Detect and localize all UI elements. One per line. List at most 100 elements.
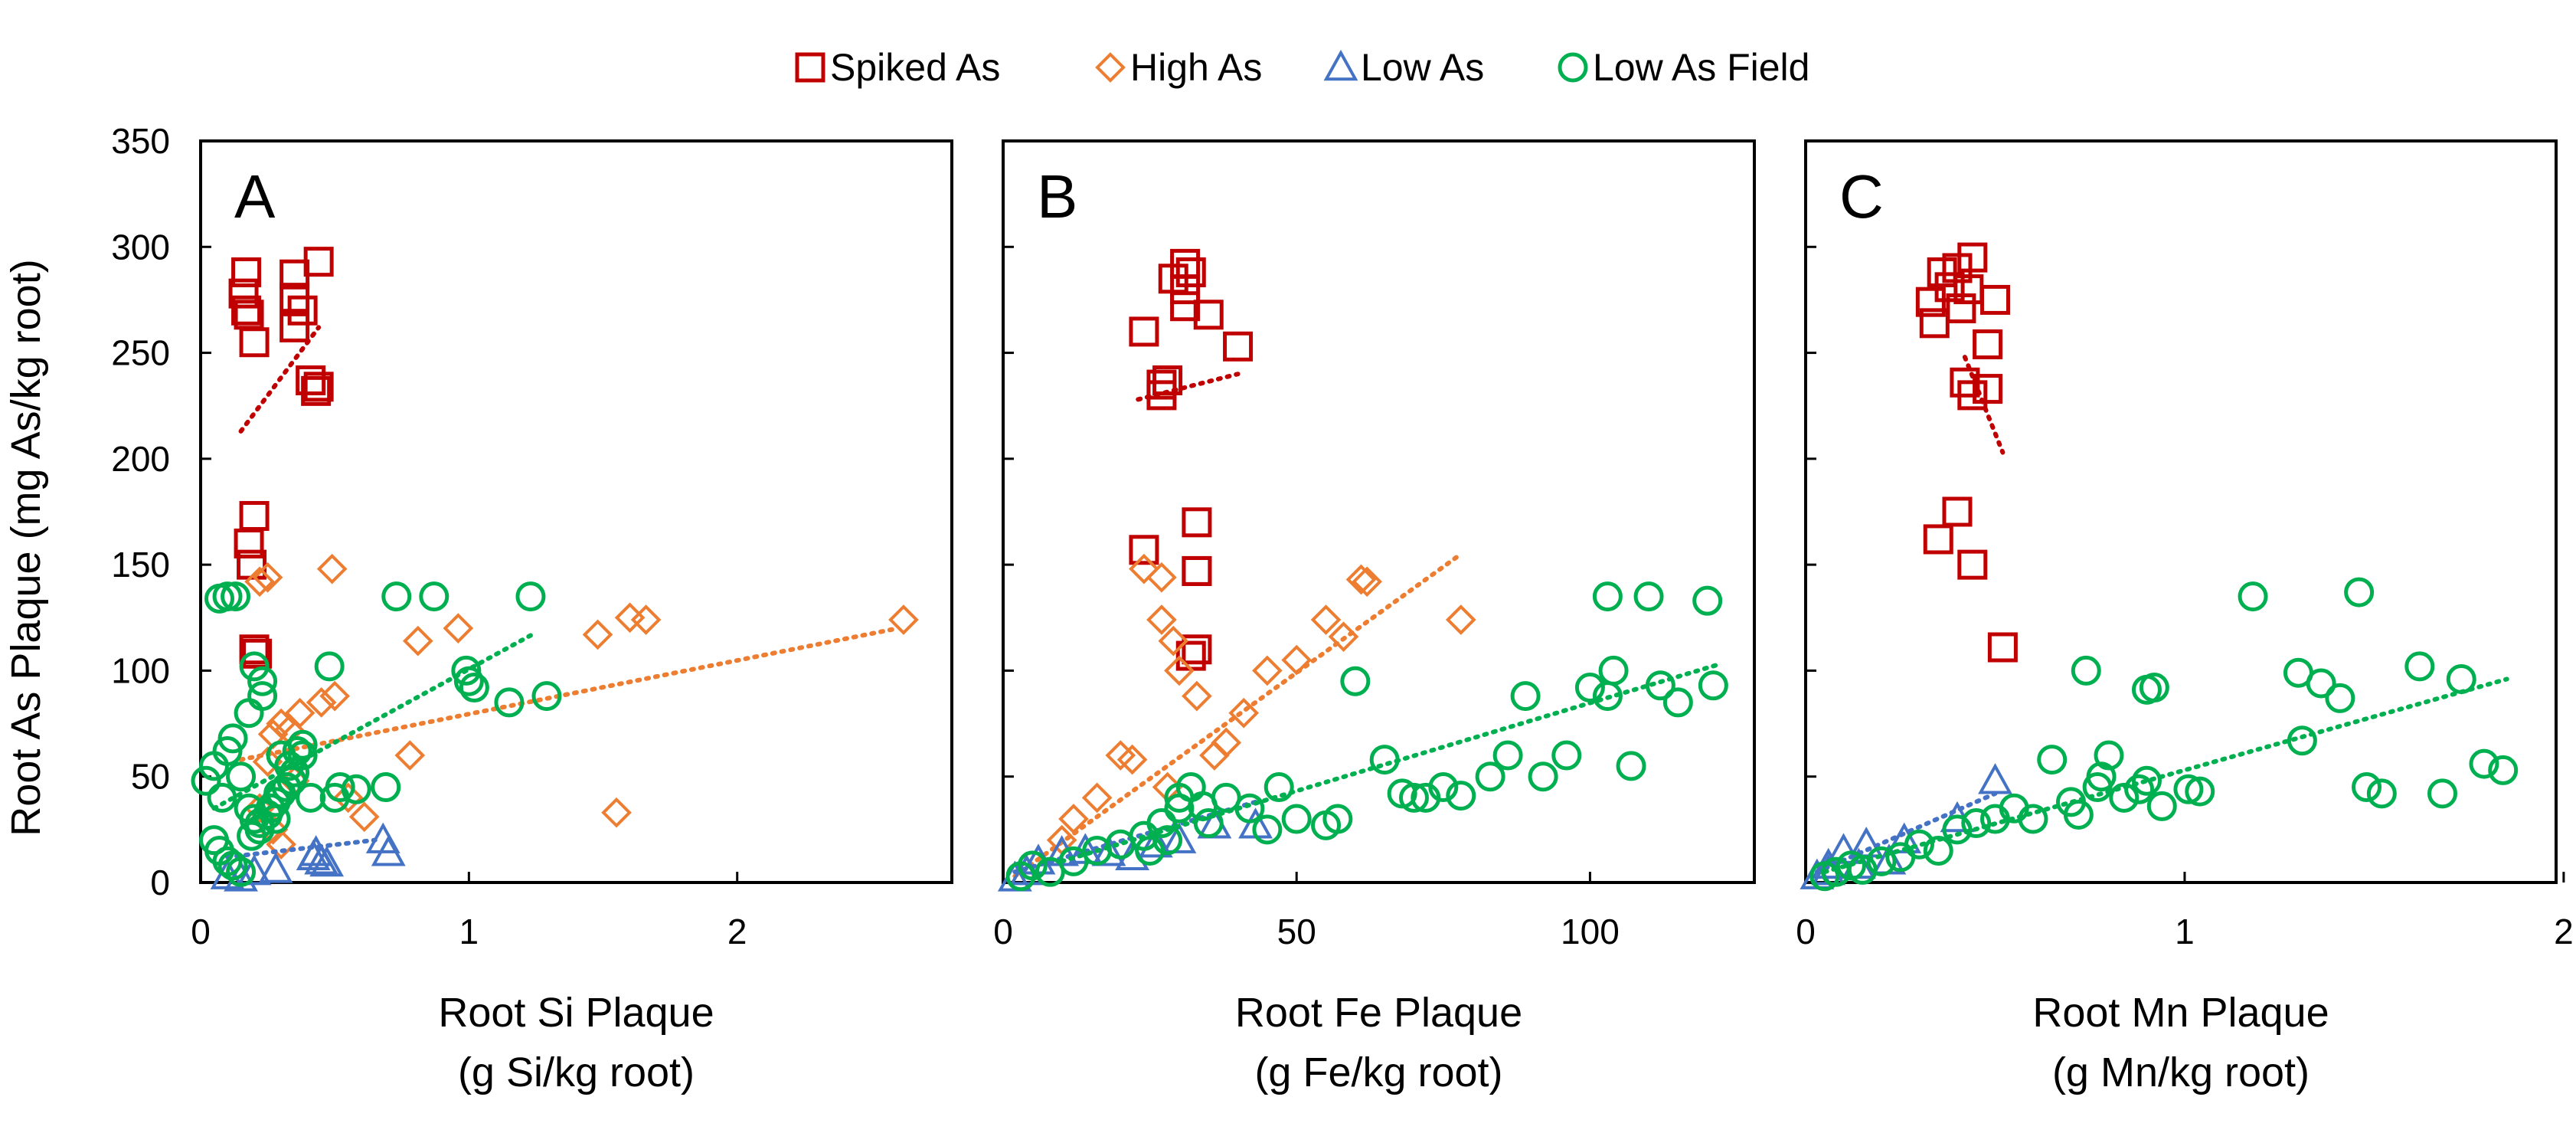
data-point-field — [1551, 740, 1582, 771]
data-point-field — [1923, 836, 1953, 866]
data-point-spiked — [1923, 524, 1953, 555]
data-point-field — [282, 736, 312, 767]
data-point-field — [2086, 761, 2117, 792]
data-point-high — [582, 619, 613, 650]
panel-letter: B — [1037, 162, 1077, 231]
data-point-high — [306, 687, 337, 718]
data-point-spiked — [239, 327, 270, 358]
data-point-field — [1904, 829, 1934, 860]
x-tick-label: 100 — [1561, 912, 1620, 951]
data-point-field — [1017, 850, 1048, 881]
data-point-spiked — [1942, 496, 1973, 527]
data-point-field — [1942, 814, 1973, 845]
data-point-spiked — [1170, 291, 1201, 322]
data-point-field — [296, 782, 326, 813]
data-point-field — [1510, 681, 1541, 712]
legend-marker-spiked-icon — [795, 52, 825, 83]
data-point-high — [394, 740, 426, 771]
data-point-field — [212, 581, 243, 612]
legend-item-spiked: Spiked As — [795, 46, 1000, 89]
x-tick-label: 0 — [993, 912, 1013, 951]
data-point-field — [531, 681, 562, 712]
data-point-field — [244, 808, 275, 839]
data-point-spiked — [301, 375, 332, 406]
data-point-high — [402, 625, 433, 657]
data-point-high — [1129, 553, 1159, 585]
data-point-high — [348, 801, 380, 833]
data-point-field — [2018, 804, 2048, 834]
y-tick-label: 200 — [111, 439, 170, 479]
trendline-high — [1012, 552, 1463, 879]
data-point-spiked — [1957, 380, 1988, 411]
x-tick-label: 2 — [727, 912, 747, 951]
data-point-spiked — [1973, 374, 2003, 404]
data-point-high — [244, 566, 275, 598]
series-field — [1005, 581, 1728, 892]
data-point-low — [304, 843, 339, 875]
data-point-field — [2469, 748, 2499, 779]
data-point-spiked — [280, 312, 310, 342]
data-point-low — [1978, 763, 2012, 794]
data-point-field — [2306, 668, 2336, 699]
data-point-high — [1445, 604, 1476, 635]
data-point-low — [1091, 835, 1126, 866]
data-point-field — [226, 856, 257, 887]
legend-marker-field-icon — [1558, 52, 1588, 83]
data-point-field — [2131, 765, 2162, 796]
data-point-field — [1598, 655, 1629, 686]
x-axis-label-line1: Root Mn Plaque — [2032, 990, 2329, 1036]
data-point-field — [1428, 772, 1459, 803]
data-point-high — [1146, 562, 1177, 593]
x-axis-label-line2: (g Mn/kg root) — [2052, 1049, 2310, 1095]
data-point-field — [221, 581, 251, 612]
data-point-field — [319, 782, 350, 813]
legend-item-low: Low As — [1323, 46, 1484, 89]
data-point-field — [1492, 740, 1523, 771]
data-point-field — [226, 761, 257, 792]
series-spiked — [1915, 242, 2018, 663]
data-point-low — [309, 845, 345, 877]
data-point-high — [443, 613, 474, 643]
data-point-field — [1592, 581, 1623, 612]
data-point-low — [296, 839, 331, 871]
panel-letter: A — [234, 162, 276, 231]
data-point-spiked — [1182, 555, 1212, 586]
data-point-high — [1345, 564, 1377, 595]
data-point-spiked — [242, 638, 273, 669]
data-point-field — [1847, 854, 1878, 885]
data-point-high — [1182, 680, 1212, 712]
legend-label-high: High As — [1130, 46, 1262, 89]
data-point-high — [1058, 804, 1089, 834]
data-point-field — [274, 751, 305, 781]
plot-area-frame — [1002, 139, 1756, 884]
data-point-spiked — [1957, 549, 1988, 580]
data-point-field — [2446, 663, 2476, 694]
data-point-low — [1162, 822, 1197, 853]
data-point-spiked — [239, 634, 270, 665]
data-point-field — [1164, 793, 1195, 824]
data-point-spiked — [1175, 257, 1206, 287]
data-point-field — [1340, 666, 1371, 696]
data-point-high — [1199, 740, 1230, 771]
data-point-low — [237, 854, 272, 886]
data-point-high — [601, 797, 632, 828]
data-point-field — [1574, 673, 1605, 703]
y-tick-label: 150 — [111, 545, 170, 585]
x-axis-label-line2: (g Fe/kg root) — [1254, 1049, 1502, 1095]
data-point-field — [260, 804, 291, 834]
data-point-field — [217, 723, 248, 754]
data-point-spiked — [1979, 284, 2010, 315]
data-point-spiked — [1223, 331, 1254, 362]
data-point-field — [2146, 791, 2177, 821]
data-point-spiked — [1170, 274, 1201, 305]
data-point-spiked — [1182, 507, 1212, 538]
data-point-spiked — [1987, 632, 2018, 663]
data-point-field — [2404, 651, 2435, 682]
data-point-high — [316, 553, 348, 585]
data-point-field — [1193, 808, 1224, 839]
data-point-field — [1369, 745, 1400, 775]
legend-marker-low-icon — [1323, 49, 1358, 81]
panel-c: 0 1 2 C Root Mn Plaque (g Mn/kg root) — [1796, 139, 2574, 1095]
